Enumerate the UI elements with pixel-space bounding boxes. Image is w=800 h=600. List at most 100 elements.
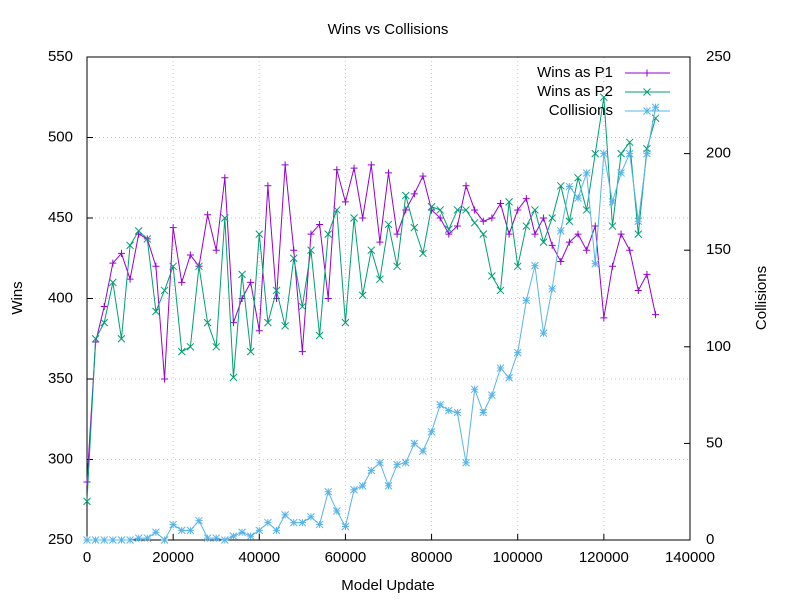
data-point (272, 526, 281, 535)
x-tick-label: 40000 (238, 549, 280, 566)
data-point (126, 241, 134, 250)
data-point (143, 534, 152, 542)
data-point (488, 272, 496, 280)
data-point (617, 169, 625, 177)
data-point (324, 487, 333, 496)
chart-title: Wins vs Collisions (328, 21, 449, 38)
data-point (522, 195, 530, 203)
data-point (444, 225, 453, 234)
data-point (272, 286, 281, 295)
data-point (634, 217, 643, 226)
data-point (350, 485, 358, 494)
data-point (513, 348, 522, 357)
data-point (161, 375, 169, 383)
data-point (625, 138, 634, 147)
data-point (565, 182, 574, 191)
data-point (126, 275, 134, 283)
data-point (513, 262, 522, 271)
data-point (169, 520, 177, 529)
data-point (608, 222, 617, 230)
data-point (203, 318, 212, 327)
data-point (83, 497, 91, 506)
data-point (108, 536, 117, 544)
data-point (393, 230, 401, 238)
data-point (264, 318, 272, 327)
data-point (600, 149, 608, 158)
data-point (583, 246, 591, 254)
data-point (281, 511, 289, 519)
data-point (410, 439, 419, 448)
data-point (453, 206, 462, 214)
data-point (341, 198, 349, 206)
data-point (436, 400, 445, 409)
data-point (315, 331, 324, 340)
y-axis-label: Wins (9, 281, 26, 314)
data-point (591, 149, 600, 158)
data-point (341, 522, 350, 531)
data-point (617, 230, 625, 238)
y-tick-label: 400 (48, 289, 73, 306)
y-tick-label: 300 (48, 450, 73, 467)
data-point (522, 222, 531, 230)
data-point (539, 238, 548, 247)
data-point (488, 391, 496, 399)
data-point (384, 482, 393, 490)
data-point (246, 532, 255, 540)
data-point (229, 373, 238, 382)
data-point (195, 516, 203, 525)
legend-label: Collisions (549, 102, 613, 119)
data-point (212, 534, 221, 542)
data-point (332, 507, 341, 515)
data-point (177, 347, 186, 356)
plot-border (86, 56, 691, 541)
data-point (220, 536, 229, 544)
y-tick-label: 550 (48, 48, 73, 65)
data-point (289, 518, 298, 527)
data-point (634, 286, 642, 294)
y-tick-label: 250 (48, 531, 73, 548)
data-point (419, 172, 427, 180)
data-point (229, 319, 237, 327)
data-point (385, 169, 392, 177)
data-point (100, 536, 109, 544)
legend-marker (643, 107, 651, 115)
data-point (204, 211, 212, 219)
data-point (117, 249, 125, 257)
data-point (496, 200, 504, 208)
x-tick-label: 20000 (152, 549, 194, 566)
y2-tick-label: 250 (706, 48, 731, 65)
data-point (539, 329, 548, 338)
data-point (462, 458, 470, 467)
data-point (470, 218, 479, 227)
data-point (591, 222, 599, 230)
series-line (86, 164, 657, 483)
x-tick-label: 100000 (493, 549, 543, 566)
data-point (289, 254, 298, 263)
data-point (393, 460, 401, 469)
data-point (556, 181, 565, 190)
data-point (169, 224, 177, 232)
data-point (152, 528, 160, 537)
data-point (427, 427, 436, 436)
data-point (376, 458, 384, 467)
data-point (290, 246, 298, 254)
data-point (625, 149, 634, 158)
data-point (229, 532, 238, 540)
data-point (582, 206, 591, 214)
data-point (651, 103, 660, 112)
data-point (608, 262, 616, 270)
data-point (255, 230, 264, 238)
legend-label: Wins as P2 (537, 83, 613, 100)
data-point (652, 311, 660, 319)
data-point (169, 262, 177, 271)
data-point (186, 251, 194, 259)
data-point (410, 223, 419, 232)
data-point (220, 214, 229, 222)
data-point (574, 194, 582, 202)
y2-tick-label: 0 (706, 531, 714, 548)
data-point (126, 536, 134, 544)
data-point (634, 230, 643, 238)
data-point (307, 230, 315, 238)
legend-label: Wins as P1 (537, 64, 613, 81)
